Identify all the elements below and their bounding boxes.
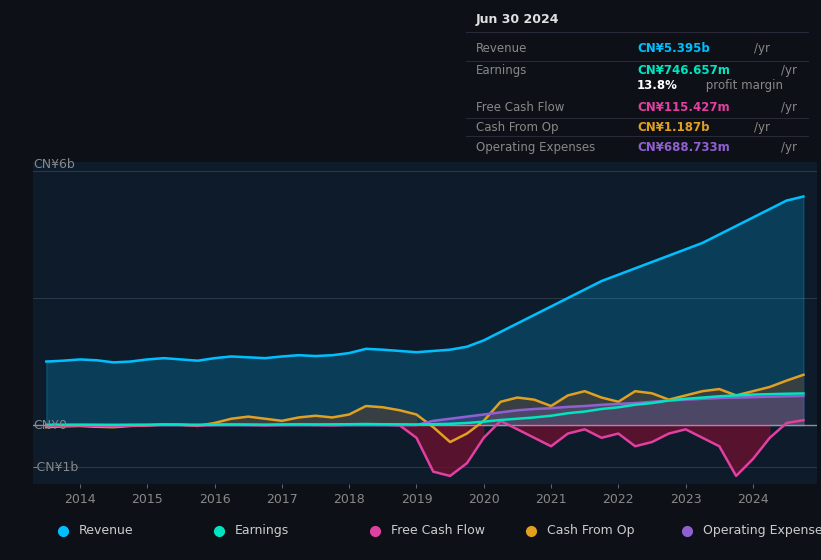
Text: /yr: /yr <box>781 141 796 153</box>
Text: Cash From Op: Cash From Op <box>476 120 558 134</box>
Text: Operating Expenses: Operating Expenses <box>703 524 821 537</box>
Text: Operating Expenses: Operating Expenses <box>476 141 595 153</box>
Text: Revenue: Revenue <box>79 524 134 537</box>
Text: CN¥6b: CN¥6b <box>33 158 75 171</box>
Text: -CN¥1b: -CN¥1b <box>33 461 79 474</box>
Text: Free Cash Flow: Free Cash Flow <box>391 524 485 537</box>
Text: /yr: /yr <box>781 64 796 77</box>
Text: Cash From Op: Cash From Op <box>547 524 635 537</box>
Text: Revenue: Revenue <box>476 42 527 55</box>
Text: profit margin: profit margin <box>702 79 783 92</box>
Text: Earnings: Earnings <box>476 64 527 77</box>
Text: Jun 30 2024: Jun 30 2024 <box>476 13 559 26</box>
Text: /yr: /yr <box>754 120 770 134</box>
Text: Earnings: Earnings <box>235 524 289 537</box>
Text: Free Cash Flow: Free Cash Flow <box>476 101 564 114</box>
Text: CN¥0: CN¥0 <box>33 418 67 432</box>
Text: /yr: /yr <box>781 101 796 114</box>
Text: CN¥5.395b: CN¥5.395b <box>637 42 710 55</box>
Text: 13.8%: 13.8% <box>637 79 678 92</box>
Text: CN¥1.187b: CN¥1.187b <box>637 120 709 134</box>
Text: CN¥746.657m: CN¥746.657m <box>637 64 730 77</box>
Text: /yr: /yr <box>754 42 770 55</box>
Text: CN¥115.427m: CN¥115.427m <box>637 101 730 114</box>
Text: CN¥688.733m: CN¥688.733m <box>637 141 730 153</box>
